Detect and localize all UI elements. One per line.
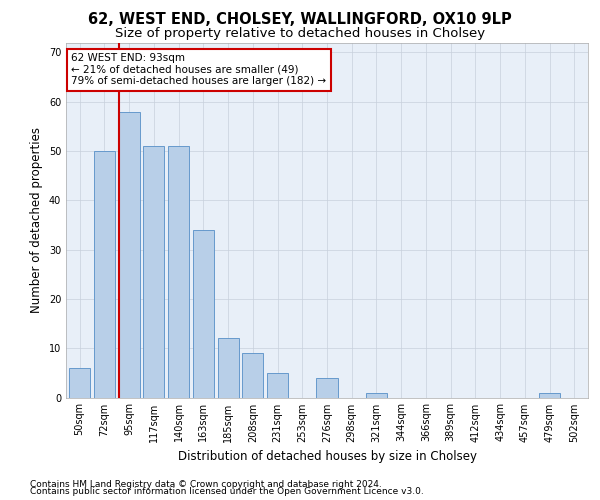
Text: Contains public sector information licensed under the Open Government Licence v3: Contains public sector information licen… (30, 488, 424, 496)
Bar (119, 112, 140, 398)
Bar (168, 146, 189, 398)
Bar (218, 338, 239, 398)
Bar (94, 151, 115, 398)
Bar (242, 353, 263, 398)
Bar (316, 378, 338, 398)
Bar (366, 392, 387, 398)
Text: 62 WEST END: 93sqm
← 21% of detached houses are smaller (49)
79% of semi-detache: 62 WEST END: 93sqm ← 21% of detached hou… (71, 53, 326, 86)
Bar (143, 146, 164, 398)
Text: Contains HM Land Registry data © Crown copyright and database right 2024.: Contains HM Land Registry data © Crown c… (30, 480, 382, 489)
Bar (69, 368, 90, 398)
Bar (267, 373, 288, 398)
X-axis label: Distribution of detached houses by size in Cholsey: Distribution of detached houses by size … (178, 450, 476, 463)
Bar (193, 230, 214, 398)
Text: 62, WEST END, CHOLSEY, WALLINGFORD, OX10 9LP: 62, WEST END, CHOLSEY, WALLINGFORD, OX10… (88, 12, 512, 28)
Text: Size of property relative to detached houses in Cholsey: Size of property relative to detached ho… (115, 28, 485, 40)
Y-axis label: Number of detached properties: Number of detached properties (30, 127, 43, 313)
Bar (539, 392, 560, 398)
